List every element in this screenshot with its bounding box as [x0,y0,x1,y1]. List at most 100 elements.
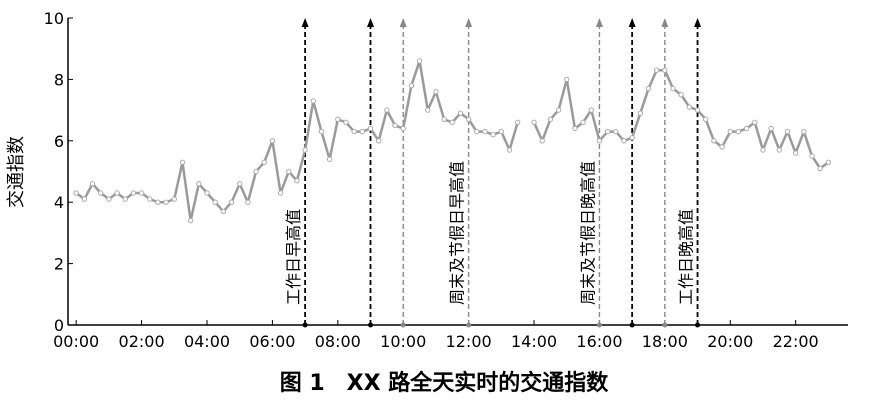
point [261,159,267,165]
point [792,150,799,156]
point [425,107,431,113]
point [621,138,627,144]
point [335,116,341,123]
marker-arrow [661,18,669,27]
x-tick-label: 22:00 [773,332,819,351]
marker-arrow [367,18,375,27]
point [343,119,349,126]
point [613,128,619,135]
point [155,199,161,205]
point [752,119,758,126]
y-tick-label: 8 [54,70,64,89]
point [490,131,496,138]
y-tick-label: 6 [54,132,64,151]
point [555,107,562,113]
point [245,199,251,205]
point [269,138,276,144]
point [220,208,227,215]
marker-arrow [595,18,603,27]
point [662,67,668,73]
point [711,138,717,144]
point [277,190,284,196]
point [73,190,79,196]
point [392,122,398,129]
point [768,125,774,132]
point [694,107,701,113]
point [735,128,742,135]
point [130,190,137,196]
point [441,116,447,123]
marker-foot [466,322,472,328]
point [678,92,684,98]
point [629,135,635,141]
marker-foot [662,322,668,328]
point [465,116,472,123]
point [204,190,210,196]
point [825,159,832,165]
marker-foot [629,322,635,328]
point [604,128,611,135]
point [433,88,439,95]
point [294,178,300,184]
marker-foot [400,322,406,328]
point [539,138,545,144]
point [653,67,660,73]
annotation: 工作日晚高值 [677,209,696,305]
marker-arrow [399,18,407,27]
point [580,119,586,126]
marker-foot [596,322,602,328]
point [817,165,823,172]
x-tick-label: 08:00 [315,332,361,351]
point [449,119,455,126]
x-tick-label: 16:00 [576,332,622,351]
x-tick-label: 02:00 [119,332,165,351]
point [482,128,488,135]
point [514,119,521,126]
annotation: 周末及节假日晚高值 [578,161,597,305]
point [686,104,693,110]
x-tick-label: 10:00 [380,332,426,351]
point [89,181,96,187]
point [179,159,186,165]
x-tick-label: 06:00 [249,332,295,351]
marker-foot [695,322,701,328]
point [98,190,104,196]
point [359,128,366,135]
point [408,82,415,89]
point [416,58,423,64]
point [138,190,145,196]
y-tick-label: 10 [44,9,64,28]
marker-arrow [628,18,636,27]
point [236,181,243,187]
point [212,199,218,205]
point [670,85,676,92]
marker-arrow [465,18,473,27]
point [743,125,750,132]
point [187,217,194,224]
x-tick-label: 12:00 [446,332,492,351]
point [760,147,766,153]
y-tick-label: 4 [54,193,64,212]
annotation: 周末及节假日早高值 [448,161,467,305]
point [498,128,505,135]
x-tick-label: 20:00 [707,332,753,351]
point [171,196,177,202]
marker-arrow [301,18,309,27]
point [588,107,594,113]
point [367,125,374,132]
point [81,196,88,202]
point [784,128,791,135]
point [253,168,259,175]
marker-arrow [694,18,702,27]
point [531,119,537,126]
point [286,168,292,175]
y-tick-label: 2 [54,255,64,274]
marker-foot [302,322,308,328]
point [727,128,733,135]
point [474,128,480,135]
caption: 图 1 XX 路全天实时的交通指数 [280,370,610,396]
x-tick-label: 04:00 [184,332,230,351]
x-tick-label: 14:00 [511,332,557,351]
point [457,110,464,116]
